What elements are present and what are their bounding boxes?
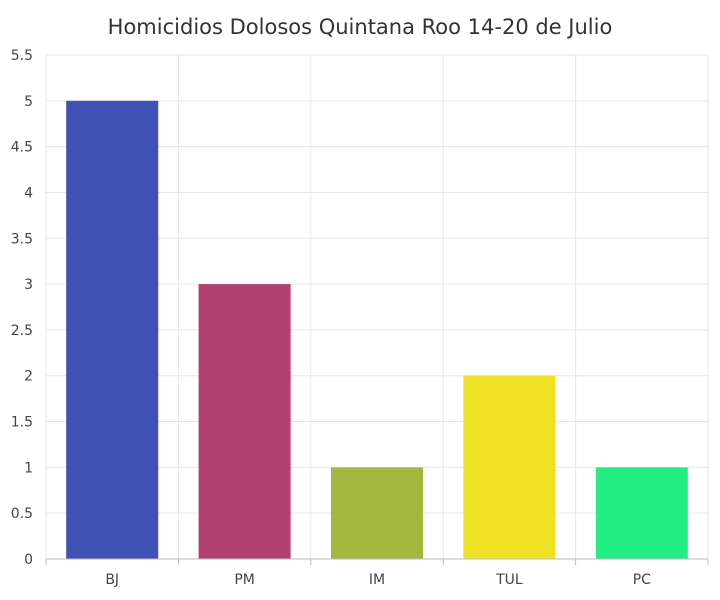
bar-pm[interactable]: [198, 284, 291, 559]
x-tick-label: TUL: [495, 572, 523, 588]
bars: [66, 100, 688, 560]
bar-tul[interactable]: [463, 375, 556, 559]
y-tick-label: 4.5: [11, 140, 33, 156]
y-tick-label: 5.5: [11, 48, 33, 64]
y-tick-label: 2: [24, 369, 33, 385]
y-tick-label: 1.5: [11, 415, 33, 431]
bar-pc[interactable]: [595, 467, 688, 559]
x-tick-label: PC: [633, 572, 651, 588]
y-tick-label: 0: [24, 552, 33, 568]
axes: [45, 558, 709, 565]
y-tick-label: 4: [24, 185, 33, 201]
chart-title: Homicidios Dolosos Quintana Roo 14-20 de…: [108, 15, 613, 39]
y-axis-tick-labels: 0 0.5 1 1.5 2 2.5 3 3.5 4 4.5 5 5.5: [11, 48, 33, 568]
y-tick-label: 2.5: [11, 323, 33, 339]
y-tick-label: 0.5: [11, 506, 33, 522]
y-tick-label: 1: [24, 460, 33, 476]
y-tick-label: 3: [24, 277, 33, 293]
x-tick-label: IM: [369, 572, 385, 588]
y-tick-label: 3.5: [11, 231, 33, 247]
x-axis-tick-labels: BJ PM IM TUL PC: [105, 572, 651, 588]
bar-im[interactable]: [331, 467, 423, 559]
x-tick-label: BJ: [105, 572, 119, 588]
y-tick-label: 5: [24, 94, 33, 110]
bar-bj[interactable]: [66, 100, 159, 560]
x-tick-label: PM: [234, 572, 255, 588]
